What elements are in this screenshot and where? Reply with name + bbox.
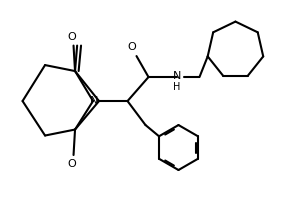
- Text: H: H: [173, 82, 181, 92]
- Text: O: O: [128, 42, 136, 52]
- Text: N: N: [173, 71, 181, 81]
- Text: N: N: [90, 96, 99, 106]
- Text: O: O: [68, 32, 76, 42]
- Text: O: O: [68, 159, 76, 169]
